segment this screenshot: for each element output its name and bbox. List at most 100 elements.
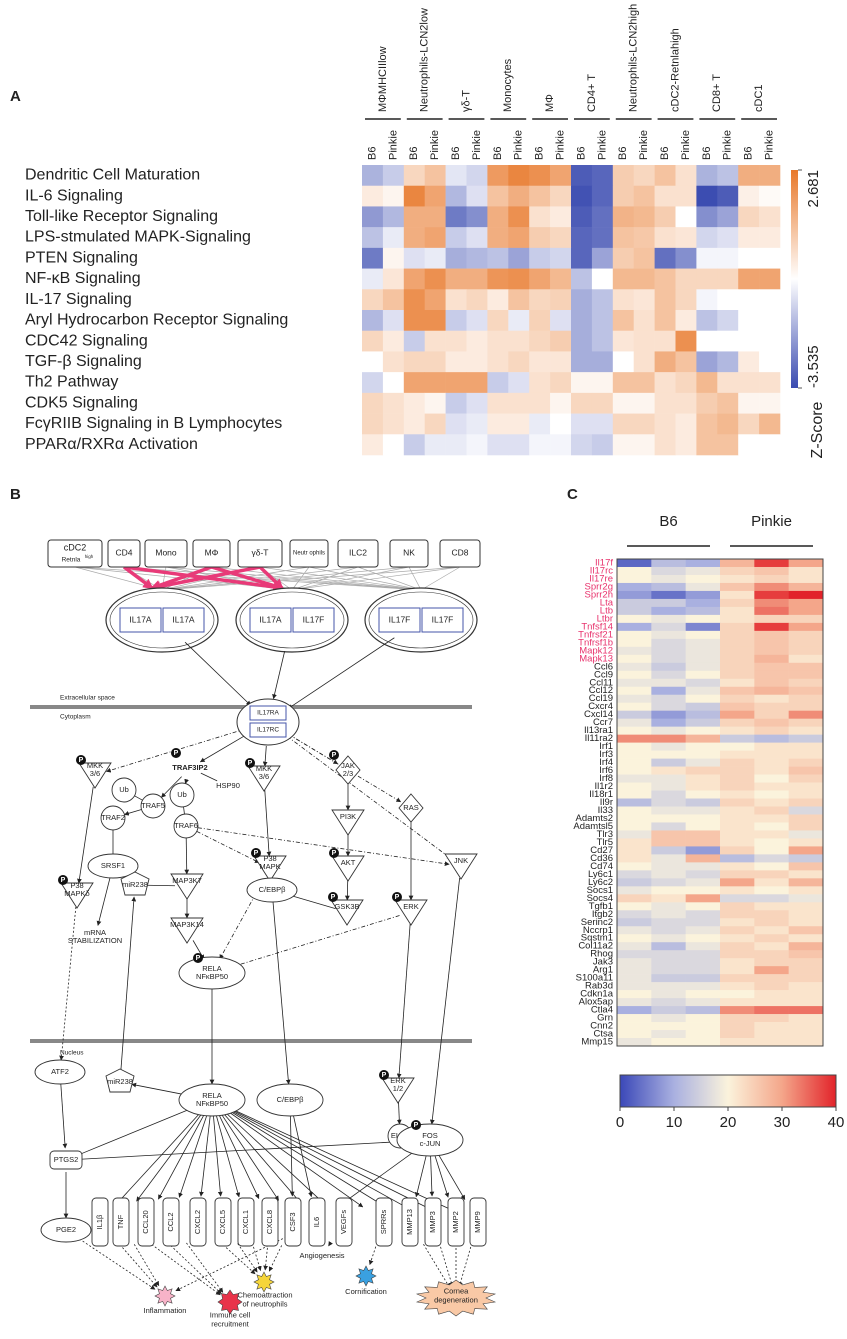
gene-label: Ctla4 (591, 1005, 613, 1016)
heat-cell (445, 330, 467, 352)
heat-cell (362, 247, 384, 269)
sub-label: B6 (366, 147, 378, 160)
heat-cell (424, 310, 446, 332)
heat-cell (445, 227, 467, 249)
heat-cell (754, 934, 789, 943)
sub-label: B6 (575, 147, 587, 160)
heat-cell (685, 559, 721, 568)
gene-label: Sprr2h (584, 589, 613, 600)
gene-label: S100a11 (576, 973, 613, 984)
heat-cell (720, 982, 755, 991)
target-label: TNF (116, 1214, 125, 1229)
node-shape (170, 917, 204, 944)
target-box (375, 1197, 393, 1247)
group-label: MΦMHCIIlow (377, 46, 389, 112)
gene-label: Il33 (598, 805, 613, 816)
heat-cell (720, 559, 755, 568)
group-label: Pinkie (751, 513, 792, 530)
heat-cell (788, 1038, 824, 1047)
heat-cell (720, 638, 755, 648)
heat-cell (738, 330, 760, 352)
heat-cell (720, 774, 755, 783)
outcome-label: Immune cell (210, 1310, 251, 1319)
heat-cell (591, 165, 614, 187)
compartment-label: Nucleus (60, 1050, 84, 1057)
cell-type-box (237, 539, 283, 568)
group-label: Monocytes (502, 58, 514, 112)
heat-cell (754, 559, 789, 568)
heat-cell (651, 838, 686, 847)
heat-cell (696, 227, 718, 249)
heat-cell (651, 590, 686, 600)
heat-cell (362, 413, 384, 435)
group-label: MΦ (544, 94, 556, 112)
edge (286, 736, 452, 860)
heat-cell (651, 798, 686, 807)
heat-cell (754, 974, 789, 983)
heat-cell (675, 372, 697, 394)
target-box (261, 1197, 279, 1247)
edge (225, 1107, 411, 1210)
heat-cell (633, 165, 655, 187)
heat-cell (617, 958, 652, 967)
edge (423, 1244, 451, 1289)
edge (291, 566, 310, 591)
gene-label: Mapk13 (579, 653, 613, 664)
heat-cell (696, 206, 718, 228)
heat-cell (685, 598, 721, 608)
heat-cell (617, 966, 652, 975)
target-label: CXCL8 (265, 1210, 274, 1234)
heat-cell (382, 310, 405, 332)
node-label: TRAF3IP2 (172, 763, 207, 772)
heat-cell (529, 165, 551, 187)
heat-cell (685, 582, 721, 592)
heat-cell (651, 790, 686, 799)
gene-label: Il13ra1 (584, 725, 613, 736)
heat-cell (675, 413, 697, 435)
heat-cell (403, 165, 425, 187)
heat-cell (633, 330, 655, 352)
heat-cell (529, 227, 551, 249)
heat-cell (720, 654, 755, 664)
edge (368, 1246, 377, 1266)
heat-cell (738, 206, 760, 228)
heat-cell (651, 990, 686, 999)
phospho-badge (329, 848, 339, 858)
gene-label: Ccl6 (594, 661, 613, 672)
heat-cell (651, 974, 686, 983)
ligand-label: IL17A (259, 614, 282, 624)
heat-cell (754, 846, 789, 855)
phospho-label: P (248, 760, 253, 767)
heat-cell (788, 846, 824, 855)
edge (133, 1244, 160, 1287)
sub-label: Pinkie (554, 130, 566, 160)
heat-cell (651, 910, 686, 919)
sub-label: Pinkie (596, 130, 608, 160)
heat-cell (685, 782, 721, 791)
heat-cell (685, 726, 721, 735)
heat-cell (612, 227, 634, 249)
heat-cell (651, 966, 686, 975)
heat-cell (529, 434, 551, 456)
heat-cell (685, 590, 721, 600)
heat-cell (654, 165, 676, 187)
heat-cell (445, 434, 467, 456)
heat-cell (685, 982, 721, 991)
row-label: IL-17 Signaling (25, 291, 132, 308)
gene-label: Cxcl14 (584, 709, 613, 720)
edge (161, 566, 410, 591)
heat-cell (720, 886, 755, 895)
heat-cell (617, 726, 652, 735)
node-label: ERK (390, 1076, 405, 1085)
heat-cell (403, 289, 425, 311)
group-label: Neutrophils-LCN2high (628, 4, 640, 112)
heat-cell (717, 413, 739, 435)
gene-label: Tlr3 (597, 829, 613, 840)
heat-cell (617, 598, 652, 608)
heat-cell (788, 998, 824, 1007)
heat-cell (445, 372, 467, 394)
heat-cell (382, 185, 405, 207)
heat-cell (612, 289, 634, 311)
edge (199, 1115, 211, 1197)
target-box (162, 1197, 180, 1247)
